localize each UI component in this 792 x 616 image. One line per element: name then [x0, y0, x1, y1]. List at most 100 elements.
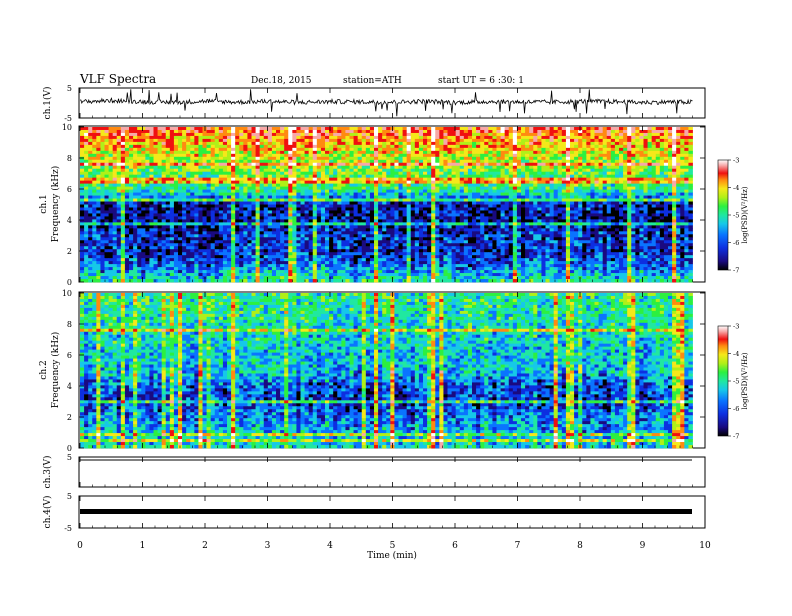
spectrogram-cell [406, 159, 412, 164]
spectrogram-cell [516, 138, 522, 143]
spectrogram-cell [602, 156, 608, 161]
spectrogram-cell [100, 219, 105, 223]
spectrogram-cell [635, 207, 640, 211]
spectrogram-cell [88, 210, 93, 214]
spectrogram-cell [639, 183, 644, 188]
spectrogram-cell [104, 159, 109, 164]
spectrogram-cell [512, 162, 518, 167]
spectrogram-cell [112, 174, 118, 179]
spectrogram-cell [296, 186, 301, 190]
spectrogram-cell [647, 162, 653, 167]
spectrogram-cell [284, 186, 289, 190]
spectrogram-cell [267, 159, 273, 164]
spectrogram-cell [663, 213, 669, 217]
spectrogram-cell [292, 213, 297, 217]
spectrogram-cell [84, 135, 89, 140]
spectrogram-cell [410, 207, 416, 211]
spectrogram-cell [80, 171, 85, 176]
spectrogram-cell [443, 204, 448, 208]
spectrogram-cell [255, 138, 261, 143]
spectrogram-cell [329, 156, 334, 161]
spectrogram-cell [157, 210, 163, 214]
spectrogram-cell [516, 195, 522, 199]
spectrogram-cell [337, 219, 342, 223]
spectrogram-cell [227, 156, 232, 161]
spectrogram-cell [651, 141, 657, 146]
spectrogram-cell [133, 198, 138, 202]
spectrogram-cell [627, 132, 632, 137]
spectrogram-cell [402, 144, 408, 149]
spectrogram-cell [329, 129, 334, 134]
spectrogram-cell [231, 159, 236, 164]
spectrogram-cell [137, 135, 142, 140]
spectrogram-cell [369, 189, 375, 193]
spectrogram-cell [586, 171, 591, 176]
spectrogram-cell [570, 150, 575, 155]
spectrogram-cell [116, 192, 122, 196]
spectrogram-cell [570, 132, 575, 137]
spectrogram-cell [239, 156, 244, 161]
spectrogram-cell [423, 210, 428, 214]
spectrogram-cell [525, 153, 530, 158]
spectrogram-cell [243, 141, 248, 146]
spectrogram-cell [668, 150, 673, 155]
spectrogram-cell [610, 135, 616, 140]
spectrogram-cell [431, 216, 436, 220]
spectrogram-cell [206, 204, 212, 208]
spectrogram-cell [406, 135, 412, 140]
spectrogram-cell [92, 222, 97, 226]
spectrogram-cell [227, 186, 232, 190]
spectrogram-cell [606, 219, 612, 223]
spectrogram-cell [129, 186, 134, 190]
spectrogram-cell [357, 204, 363, 208]
spectrogram-cell [280, 171, 285, 176]
spectrogram-cell [345, 189, 350, 193]
spectrogram-cell [178, 174, 183, 179]
spectrogram-cell [406, 180, 412, 185]
spectrogram-cell [120, 207, 126, 211]
spectrogram-cell [639, 127, 644, 131]
spectrogram-cell [214, 213, 220, 217]
spectrogram-cell [88, 225, 93, 229]
spectrogram-cell [271, 204, 277, 208]
spectrogram-cell [120, 162, 126, 167]
spectrogram-cell [88, 189, 93, 193]
spectrogram-cell [284, 141, 289, 146]
spectrogram-cell [182, 216, 187, 220]
spectrogram-cell [349, 180, 354, 185]
spectrogram-cell [476, 186, 481, 190]
spectrogram-cell [235, 186, 240, 190]
spectrogram-cell [288, 177, 293, 182]
spectrogram-cell [108, 189, 114, 193]
spectrogram-cell [133, 150, 138, 155]
spectrogram-cell [255, 189, 261, 193]
spectrogram-cell [333, 189, 338, 193]
spectrogram-cell [243, 144, 248, 149]
spectrogram-cell [104, 225, 109, 229]
spectrogram-cell [231, 174, 236, 179]
spectrogram-cell [672, 198, 677, 202]
spectrogram-cell [333, 162, 338, 167]
spectrogram-cell [443, 141, 448, 146]
spectrogram-cell [284, 127, 289, 131]
spectrogram-cell [80, 222, 85, 226]
spectrogram-cell [504, 219, 510, 223]
spectrogram-cell [210, 225, 216, 229]
spectrogram-cell [337, 135, 342, 140]
spectrogram-cell [459, 141, 465, 146]
spectrogram-cell [668, 192, 673, 196]
spectrogram-cell [635, 138, 640, 143]
spectrogram-cell [235, 165, 240, 170]
spectrogram-cell [541, 156, 546, 161]
spectrogram-cell [639, 174, 644, 179]
spectrogram-cell [239, 210, 244, 214]
spectrogram-cell [406, 201, 412, 205]
spectrogram-cell [267, 135, 273, 140]
spectrogram-cell [627, 177, 632, 182]
spectrogram-cell [259, 186, 265, 190]
spectrogram-cell [198, 198, 203, 202]
spectrogram-cell [488, 159, 493, 164]
spectrogram-cell [508, 207, 514, 211]
spectrogram-cell [508, 147, 514, 152]
spectrogram-cell [570, 180, 575, 185]
